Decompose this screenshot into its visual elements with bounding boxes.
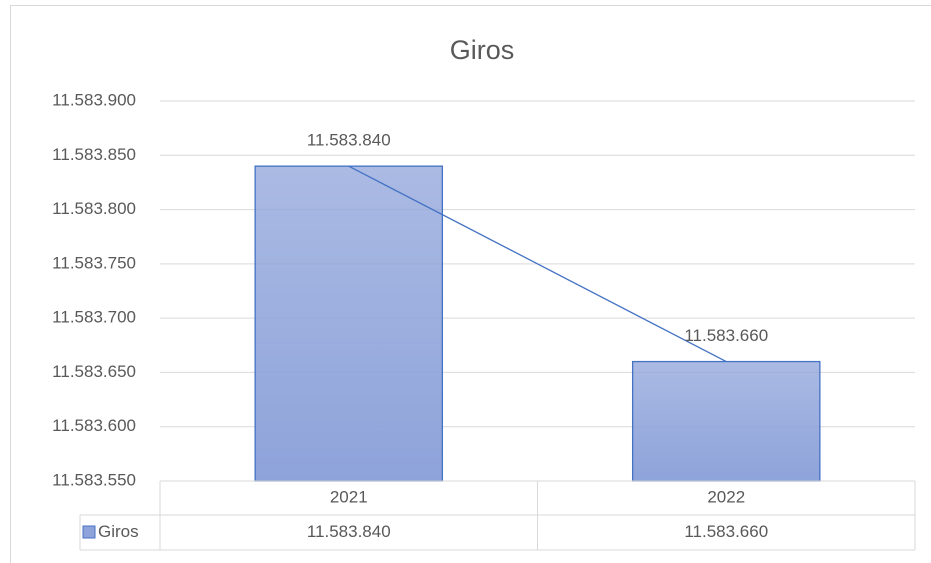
y-tick-label: 11.583.800 bbox=[52, 199, 136, 218]
y-tick-label: 11.583.550 bbox=[52, 470, 136, 489]
data-label: 11.583.840 bbox=[307, 131, 391, 150]
x-tick-label: 2021 bbox=[330, 487, 368, 506]
legend-swatch bbox=[82, 525, 96, 539]
y-tick-label: 11.583.850 bbox=[52, 145, 136, 164]
y-tick-label: 11.583.750 bbox=[52, 253, 136, 272]
y-tick-label: 11.583.650 bbox=[52, 362, 136, 381]
table-value: 11.583.660 bbox=[684, 522, 768, 541]
y-tick-label: 11.583.900 bbox=[52, 90, 136, 109]
chart-title: Giros bbox=[450, 35, 515, 65]
y-tick-label: 11.583.600 bbox=[52, 416, 136, 435]
legend-label: Giros bbox=[98, 522, 139, 541]
table-value: 11.583.840 bbox=[307, 522, 391, 541]
bar bbox=[631, 360, 821, 482]
data-label: 11.583.660 bbox=[684, 326, 768, 345]
bar bbox=[254, 165, 444, 482]
series-line bbox=[348, 165, 727, 363]
y-tick-label: 11.583.700 bbox=[52, 308, 136, 327]
x-tick-label: 2022 bbox=[707, 487, 745, 506]
